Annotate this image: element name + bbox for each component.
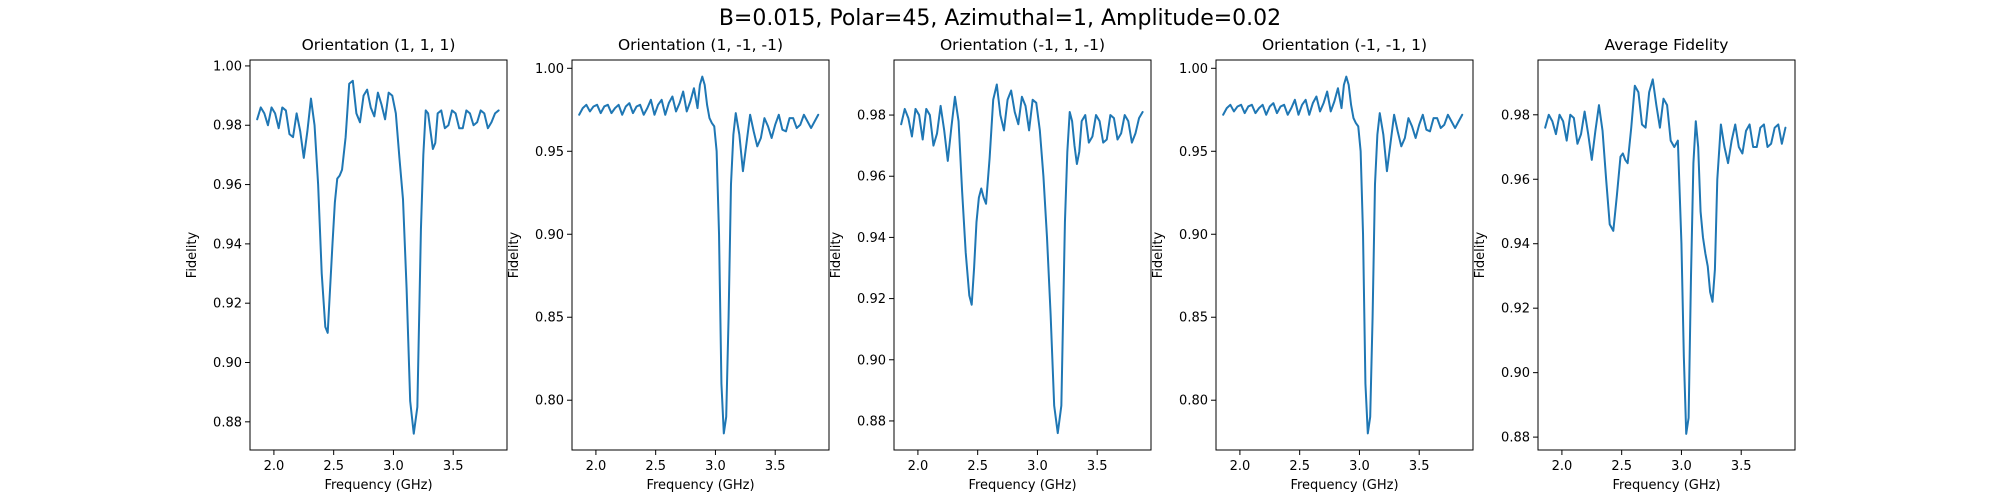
- y-axis-label: Fidelity: [1473, 231, 1488, 278]
- y-tick-label: 0.85: [535, 311, 564, 326]
- subplot-title: Orientation (-1, 1, -1): [940, 36, 1105, 54]
- x-tick-label: 3.0: [383, 459, 404, 474]
- y-tick-label: 0.94: [1501, 237, 1530, 252]
- x-axis-label: Frequency (GHz): [1612, 478, 1720, 493]
- subplot-3: 2.0 2.5 3.0 3.5 0.88 0.90 0.92 0.94 0.96 0.98 Orie…: [829, 36, 1152, 493]
- series-line-1: [1544, 78, 1787, 435]
- y-tick-label: 0.92: [213, 297, 242, 312]
- y-tick-label: 0.95: [535, 145, 564, 160]
- x-tick-label: 3.5: [1409, 459, 1430, 474]
- x-tick-label: 2.0: [586, 459, 607, 474]
- x-tick-label: 2.5: [323, 459, 344, 474]
- y-tick-label: 0.88: [1501, 431, 1530, 446]
- x-axis-label: Frequency (GHz): [1290, 478, 1398, 493]
- x-tick-label: 3.0: [1671, 459, 1692, 474]
- subplot-title: Orientation (-1, -1, 1): [1262, 36, 1427, 54]
- y-tick-label: 0.98: [213, 119, 242, 134]
- y-tick-label: 0.96: [857, 170, 886, 185]
- figure-suptitle: B=0.015, Polar=45, Azimuthal=1, Amplitud…: [718, 6, 1282, 31]
- series-line-1: [578, 75, 820, 435]
- x-tick-label: 2.5: [1611, 459, 1632, 474]
- x-tick-label: 2.0: [264, 459, 285, 474]
- x-axis-label: Frequency (GHz): [646, 478, 754, 493]
- y-tick-label: 0.94: [857, 231, 886, 246]
- y-tick-label: 0.85: [1179, 311, 1208, 326]
- y-tick-label: 0.90: [857, 353, 886, 368]
- x-axis-label: Frequency (GHz): [968, 478, 1076, 493]
- y-tick-label: 0.80: [1179, 394, 1208, 409]
- y-tick-label: 1.00: [535, 62, 564, 77]
- y-tick-label: 0.95: [1179, 145, 1208, 160]
- y-tick-label: 1.00: [1179, 62, 1208, 77]
- subplot-5: 2.0 2.5 3.0 3.5 0.88 0.90 0.92 0.94 0.96 0.98 Aver…: [1473, 36, 1796, 493]
- axes-frame: [1215, 59, 1474, 451]
- y-axis-label: Fidelity: [185, 231, 200, 278]
- y-tick-label: 1.00: [213, 59, 242, 74]
- y-tick-label: 0.98: [1501, 108, 1530, 123]
- x-tick-label: 2.0: [908, 459, 929, 474]
- x-tick-label: 2.5: [1289, 459, 1310, 474]
- x-axis-label: Frequency (GHz): [324, 478, 432, 493]
- y-tick-label: 0.88: [857, 414, 886, 429]
- y-axis-label: Fidelity: [1151, 231, 1166, 278]
- axes-frame: [893, 59, 1152, 451]
- x-tick-label: 3.5: [443, 459, 464, 474]
- y-tick-label: 0.90: [1179, 228, 1208, 243]
- subplot-title: Orientation (1, 1, 1): [302, 36, 456, 54]
- x-tick-label: 3.5: [1087, 459, 1108, 474]
- series-line-1: [900, 83, 1144, 435]
- y-tick-label: 0.94: [213, 237, 242, 252]
- y-axis-label: Fidelity: [829, 231, 844, 278]
- subplot-4: 2.0 2.5 3.0 3.5 0.80 0.85 0.90 0.95 1.00 Orientat…: [1151, 36, 1474, 493]
- y-tick-label: 0.80: [535, 394, 564, 409]
- series-line-1: [1222, 75, 1464, 435]
- x-tick-label: 3.5: [1731, 459, 1752, 474]
- axes-frame: [249, 59, 508, 451]
- axes-frame: [1537, 59, 1796, 451]
- y-tick-label: 0.92: [1501, 302, 1530, 317]
- y-tick-label: 0.90: [1501, 366, 1530, 381]
- subplot-title: Average Fidelity: [1605, 36, 1729, 54]
- x-tick-label: 2.5: [967, 459, 988, 474]
- y-tick-label: 0.88: [213, 415, 242, 430]
- y-axis-label: Fidelity: [507, 231, 522, 278]
- subplot-1: 2.0 2.5 3.0 3.5 0.88 0.90 0.92 0.94 0.96 0.98 1.00…: [185, 36, 508, 493]
- subplot-2: 2.0 2.5 3.0 3.5 0.80 0.85 0.90 0.95 1.00 Orientat…: [507, 36, 830, 493]
- subplot-title: Orientation (1, -1, -1): [618, 36, 783, 54]
- x-tick-label: 3.0: [1349, 459, 1370, 474]
- x-tick-label: 3.0: [705, 459, 726, 474]
- y-tick-label: 0.90: [535, 228, 564, 243]
- x-tick-label: 2.0: [1552, 459, 1573, 474]
- x-tick-label: 2.5: [645, 459, 666, 474]
- x-tick-label: 3.5: [765, 459, 786, 474]
- series-line-1: [256, 79, 500, 435]
- y-tick-label: 0.98: [857, 109, 886, 124]
- y-tick-label: 0.96: [1501, 173, 1530, 188]
- y-tick-label: 0.96: [213, 178, 242, 193]
- x-tick-label: 3.0: [1027, 459, 1048, 474]
- y-tick-label: 0.92: [857, 292, 886, 307]
- y-tick-label: 0.90: [213, 356, 242, 371]
- axes-frame: [571, 59, 830, 451]
- x-tick-label: 2.0: [1230, 459, 1251, 474]
